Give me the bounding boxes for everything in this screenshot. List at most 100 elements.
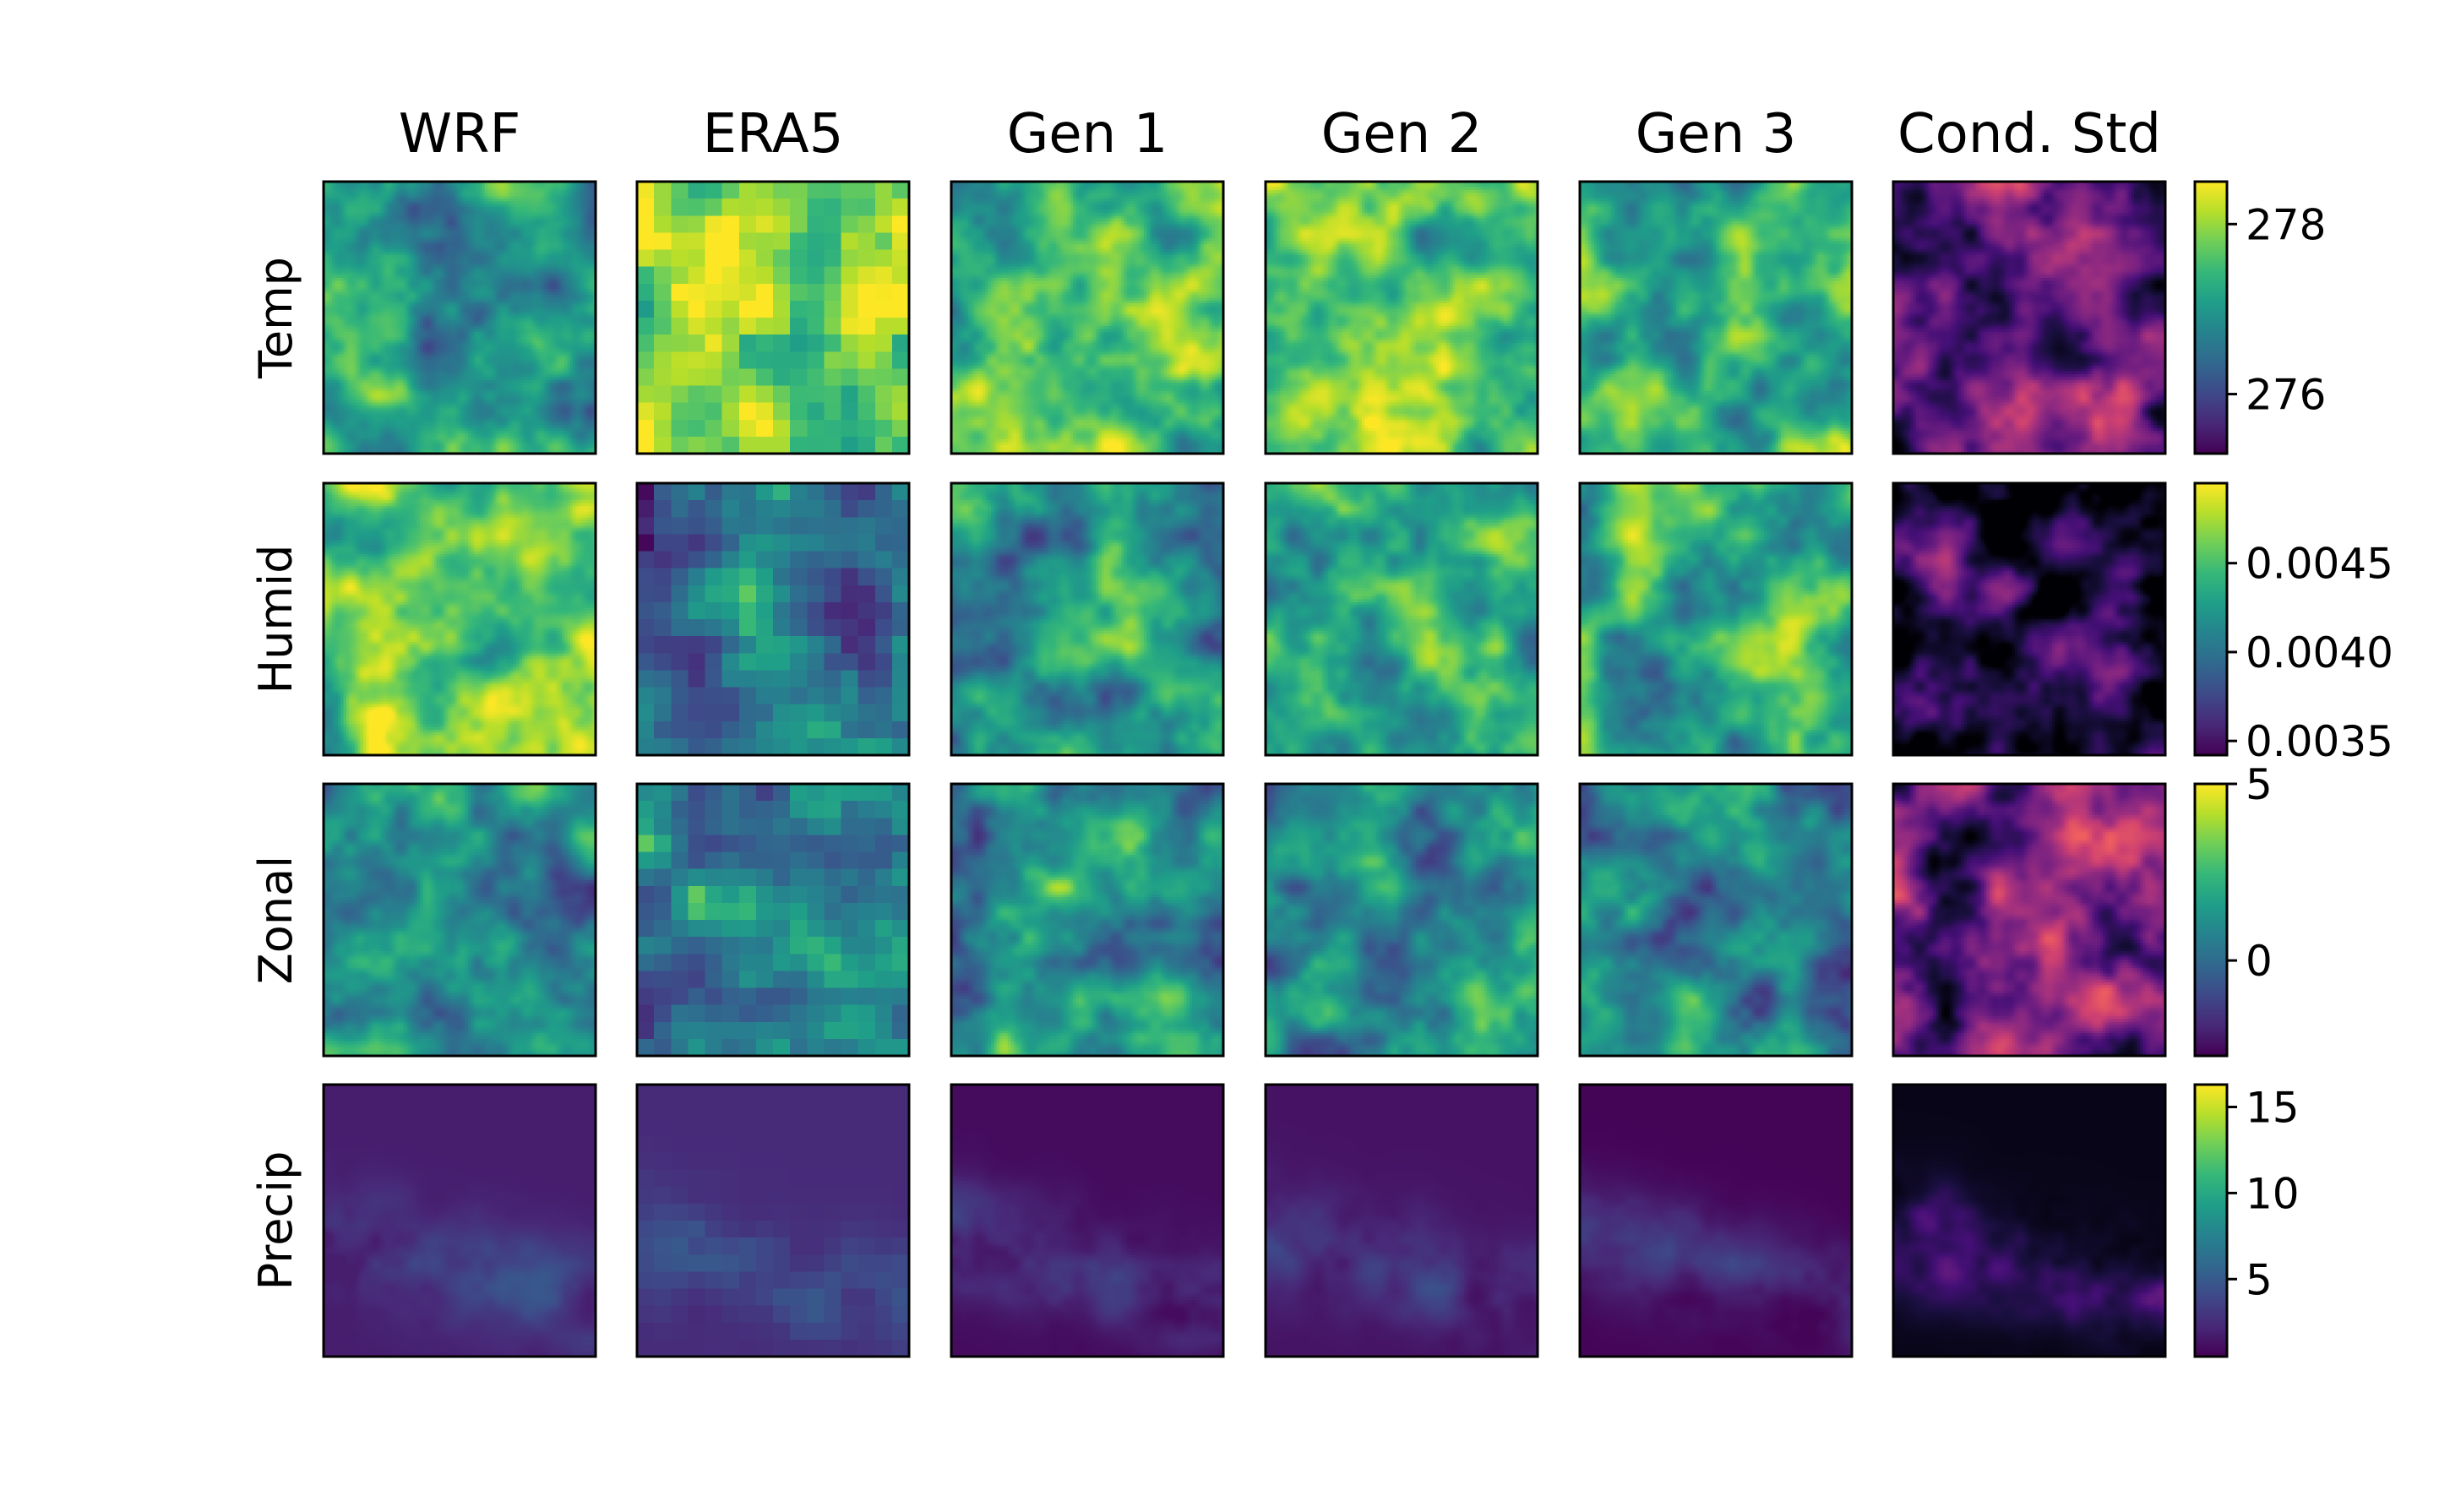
colorbar-gradient [2195,1085,2227,1357]
heatmap-image [324,1085,596,1357]
heatmap-image [637,483,909,755]
panel-frame [1892,481,2167,757]
panel-frame [950,1083,1225,1358]
panel-precip-gen-2 [1264,1083,1539,1358]
panel-zonal-gen-1 [950,782,1225,1058]
panel-frame [635,782,911,1058]
panel-temp-cond-std [1892,180,2167,455]
panel-precip-gen-3 [1578,1083,1854,1358]
panel-frame [322,1083,597,1358]
colorbar-frame [2193,180,2229,455]
panel-frame [1264,782,1539,1058]
panel-frame [950,481,1225,757]
panel-frame [322,481,597,757]
panel-temp-wrf [322,180,597,455]
heatmap-image [324,784,596,1056]
panel-zonal-gen-3 [1578,782,1854,1058]
panel-humid-era5 [635,481,911,757]
panel-frame [1578,481,1854,757]
panel-precip-era5 [635,1083,911,1358]
column-titles: WRF ERA5 Gen 1 Gen 2 Gen 3 Cond. Std [399,103,2161,166]
panel-frame [1264,481,1539,757]
colorbar-tick-label: 278 [2246,200,2326,249]
panel-frame [1892,1083,2167,1358]
colorbar-tick-label: 0 [2246,937,2273,986]
colorbar-tick-label: 276 [2246,371,2326,420]
heatmap-image [1266,483,1538,755]
heatmap-image [951,1085,1223,1357]
column-title-gen-2: Gen 2 [1321,103,1483,166]
panel-frame [1264,180,1539,455]
heatmap-image [1580,182,1852,454]
heatmap-image [1266,1085,1538,1357]
colorbar-tick-label: 5 [2246,1255,2273,1304]
colorbar-frame [2193,1083,2229,1358]
panel-humid-cond-std [1892,481,2167,757]
panel-zonal-wrf [322,782,597,1058]
panel-frame [1578,1083,1854,1358]
colorbar-tick-label: 0.0045 [2246,540,2393,589]
colorbar-gradient [2195,483,2227,755]
panel-humid-gen-1 [950,481,1225,757]
row-label-temp: Temp [249,257,302,379]
panel-humid-gen-2 [1264,481,1539,757]
panel-frame [635,1083,911,1358]
colorbar-precip: 5 10 15 [2193,1083,2300,1358]
column-title-era5: ERA5 [703,103,844,166]
heatmap-image [1266,784,1538,1056]
panel-grid [322,180,2167,1358]
heatmap-image [1580,1085,1852,1357]
heatmap-image [1893,1085,2165,1357]
colorbar-humid: 0.0035 0.0040 0.0045 [2193,481,2393,766]
panel-temp-gen-2 [1264,180,1539,455]
heatmap-image [1893,483,2165,755]
colorbar-gradient [2195,784,2227,1056]
panel-temp-gen-3 [1578,180,1854,455]
heatmap-image [324,182,596,454]
panel-temp-era5 [635,180,911,455]
panel-frame [1264,1083,1539,1358]
panel-precip-cond-std [1892,1083,2167,1358]
row-labels: Temp Humid Zonal Precip [249,257,302,1290]
colorbar-frame [2193,481,2229,757]
colorbar-zonal: 05 [2193,760,2273,1058]
heatmap-image [951,784,1223,1056]
panel-frame [950,782,1225,1058]
heatmap-image [637,1085,909,1357]
panel-humid-wrf [322,481,597,757]
row-label-zonal: Zonal [249,856,302,984]
panel-frame [322,782,597,1058]
colorbar-tick-label: 0.0035 [2246,717,2393,766]
row-label-humid: Humid [249,545,302,694]
colorbar-tick-label: 15 [2246,1083,2300,1132]
panel-temp-gen-1 [950,180,1225,455]
heatmap-image [324,483,596,755]
colorbar-tick-label: 0.0040 [2246,628,2393,677]
colorbar-frame [2193,782,2229,1058]
column-title-gen-3: Gen 3 [1636,103,1797,166]
heatmap-image [1580,483,1852,755]
heatmap-image [1266,182,1538,454]
panel-zonal-gen-2 [1264,782,1539,1058]
colorbar-tick-label: 10 [2246,1169,2300,1218]
panel-frame [1892,782,2167,1058]
panel-frame [950,180,1225,455]
heatmap-image [1893,784,2165,1056]
heatmap-image [1580,784,1852,1056]
colorbar-tick-label: 5 [2246,760,2273,809]
heatmap-image [637,182,909,454]
panel-frame [1578,180,1854,455]
panel-precip-wrf [322,1083,597,1358]
panel-frame [1892,180,2167,455]
panel-precip-gen-1 [950,1083,1225,1358]
panel-zonal-cond-std [1892,782,2167,1058]
column-title-cond-std: Cond. Std [1897,103,2161,166]
row-label-precip: Precip [249,1151,302,1291]
panel-frame [635,481,911,757]
panel-frame [322,180,597,455]
panel-frame [1578,782,1854,1058]
column-title-wrf: WRF [399,103,521,166]
heatmap-image [951,182,1223,454]
